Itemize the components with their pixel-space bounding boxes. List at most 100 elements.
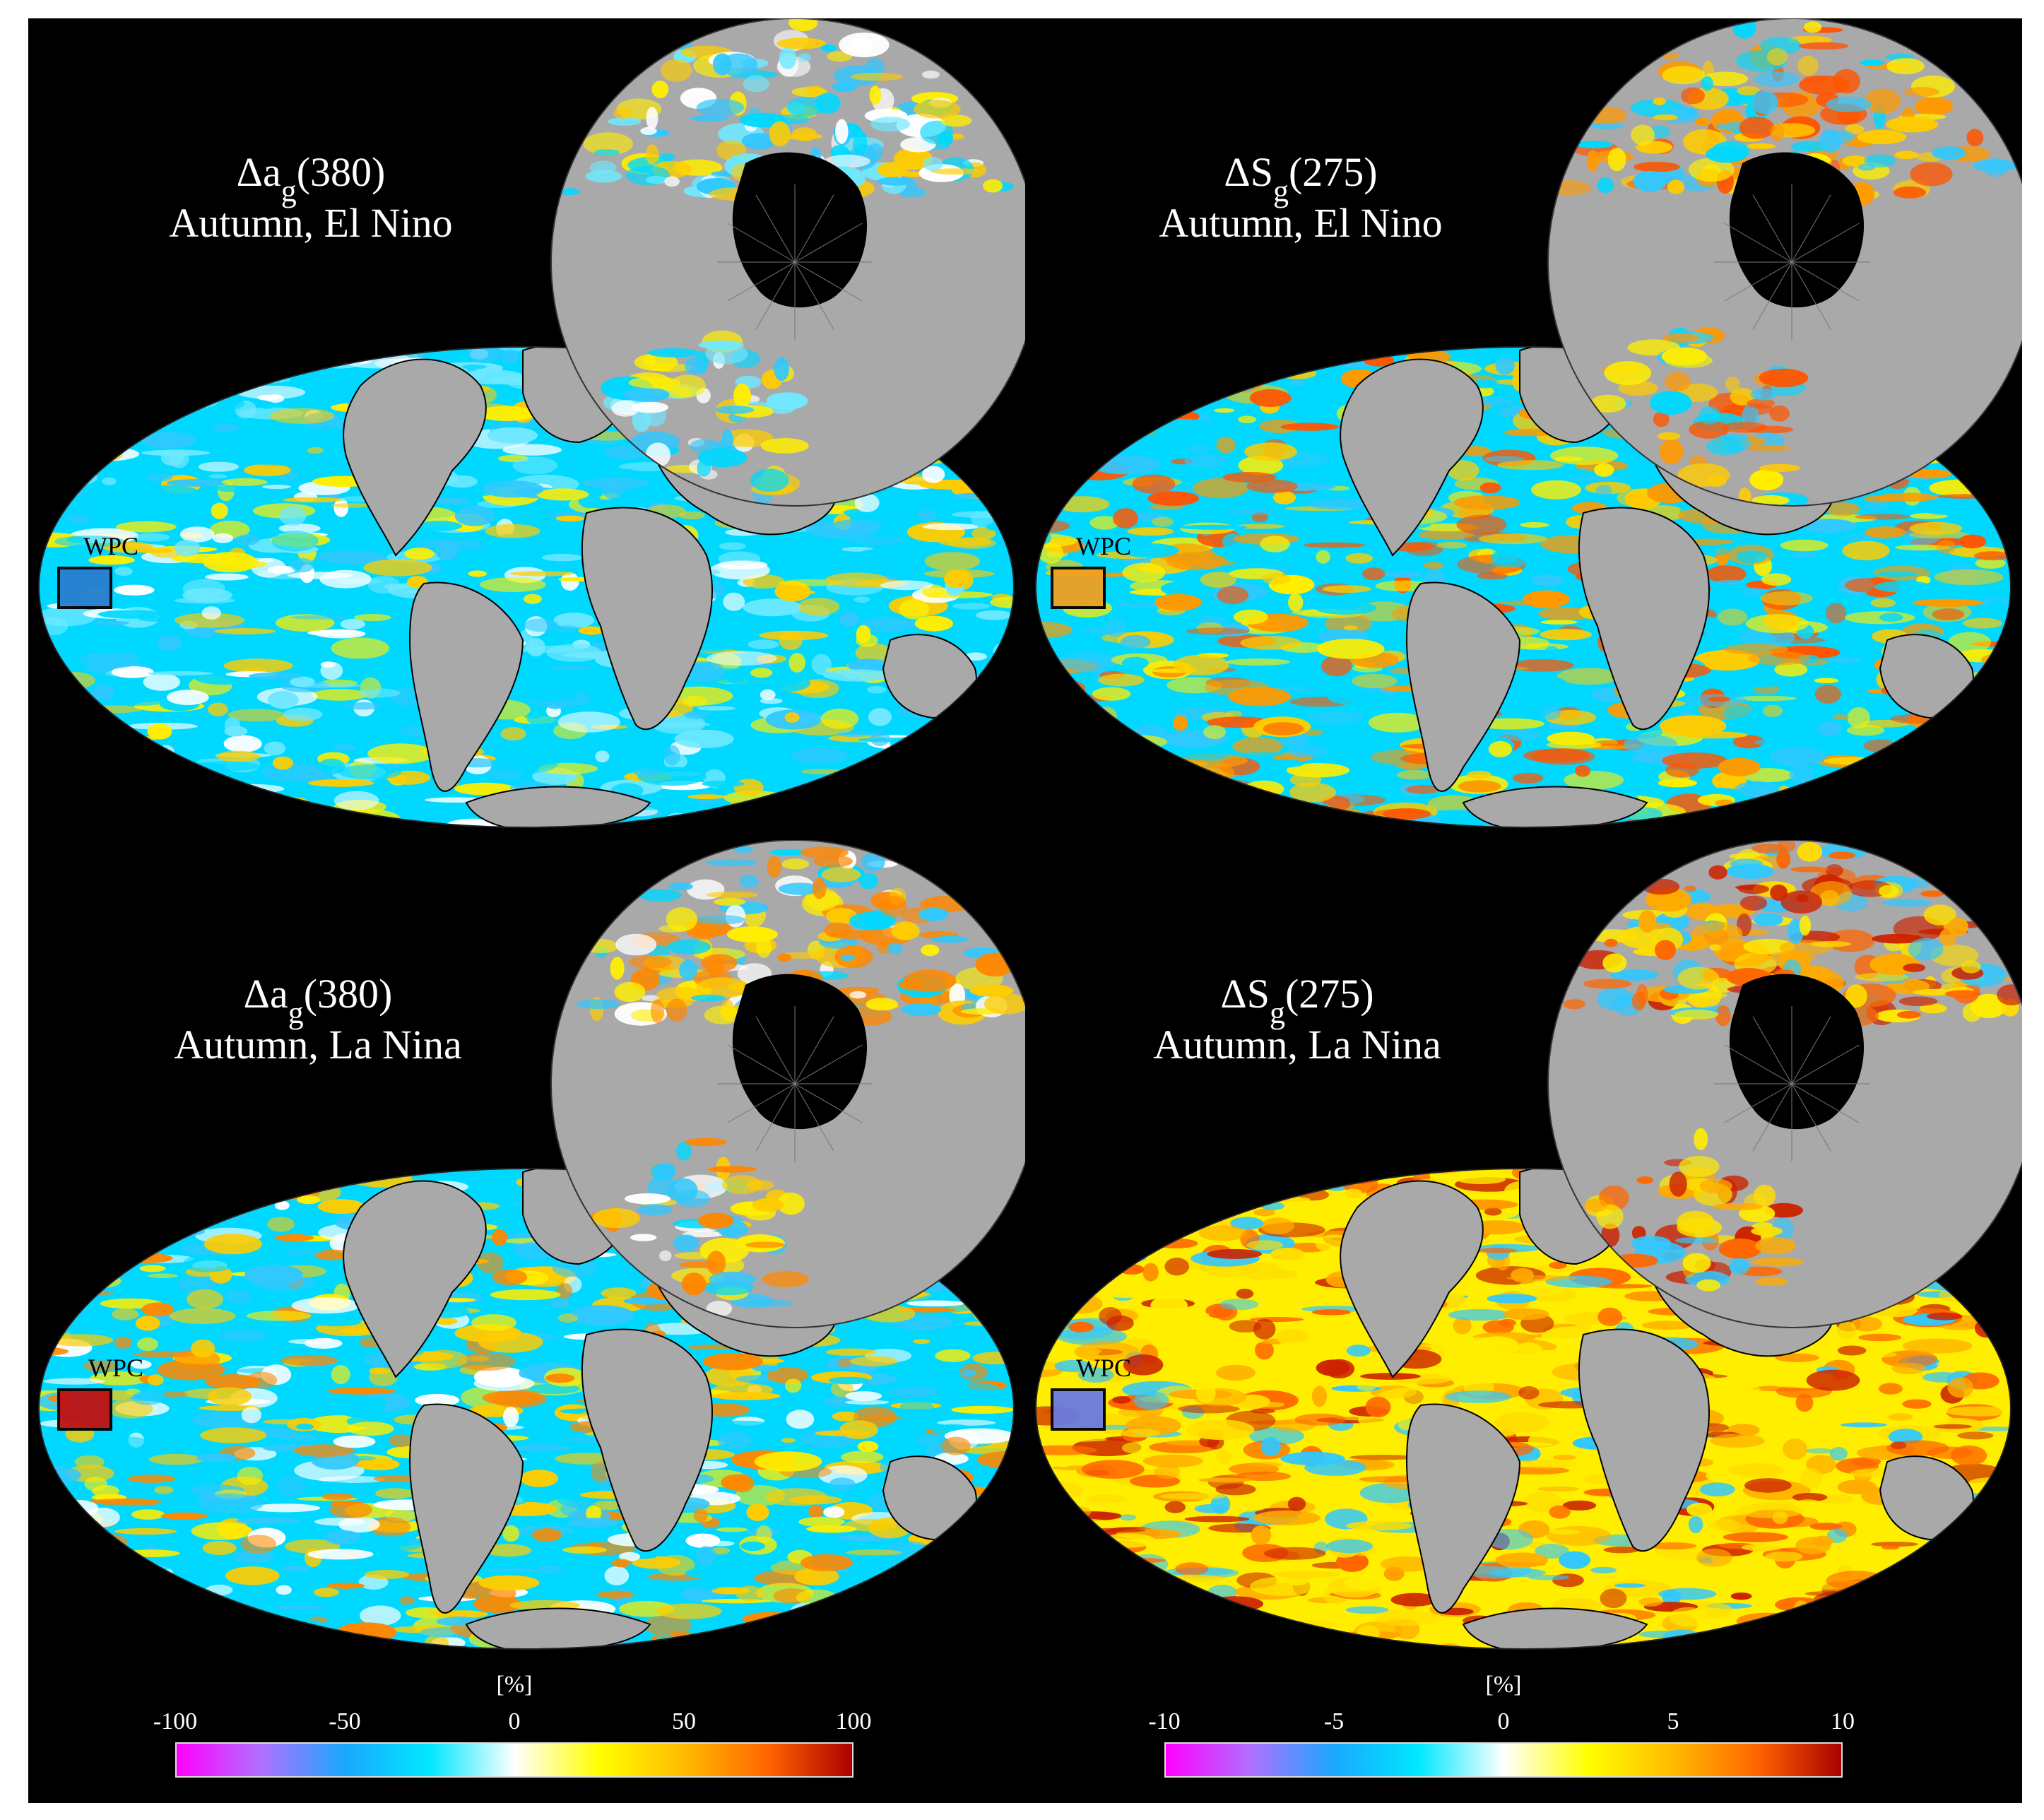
ocean-anomaly-patch (1451, 1337, 1505, 1349)
polar-ocean-patch (1739, 117, 1775, 139)
ocean-anomaly-patch (236, 1517, 302, 1525)
polar-ocean-patch (1650, 391, 1692, 415)
ocean-anomaly-patch (1800, 1468, 1823, 1489)
ocean-anomaly-patch (138, 616, 186, 622)
ocean-anomaly-patch (246, 1311, 312, 1321)
polar-ocean-patch (898, 979, 924, 991)
ocean-anomaly-patch (954, 725, 975, 738)
polar-ocean-patch (733, 383, 751, 409)
ocean-anomaly-patch (1072, 1548, 1135, 1568)
ocean-anomaly-patch (84, 1477, 107, 1491)
ocean-anomaly-patch (119, 760, 143, 767)
polar-ocean-patch (721, 429, 774, 447)
ocean-anomaly-patch (1787, 1622, 1802, 1636)
ocean-anomaly-patch (1927, 1413, 1949, 1428)
ocean-anomaly-patch (1039, 1233, 1075, 1249)
ocean-anomaly-patch (1287, 745, 1328, 758)
ocean-anomaly-patch (1286, 763, 1350, 778)
ocean-anomaly-patch (388, 1434, 413, 1448)
ocean-anomaly-patch (786, 1410, 815, 1429)
ocean-anomaly-patch (1036, 1643, 1080, 1649)
ocean-anomaly-patch (1984, 487, 2011, 500)
ocean-anomaly-patch (1278, 815, 1297, 827)
ocean-anomaly-patch (1145, 798, 1181, 819)
polar-ocean-patch (608, 117, 642, 126)
ocean-anomaly-patch (1658, 1588, 1717, 1600)
ocean-anomaly-patch (1294, 1169, 1343, 1176)
ocean-anomaly-patch (1246, 479, 1298, 493)
colorbar-tick-label: -10 (1148, 1708, 1181, 1735)
ocean-anomaly-patch (39, 358, 57, 372)
ocean-anomaly-patch (1071, 394, 1133, 410)
land-mass (1462, 786, 1648, 827)
ocean-anomaly-patch (1175, 1562, 1209, 1576)
ocean-anomaly-patch (327, 1583, 365, 1589)
ocean-anomaly-patch (1057, 651, 1118, 672)
ocean-anomaly-patch (1383, 571, 1423, 578)
ocean-anomaly-patch (1343, 625, 1359, 631)
ocean-anomaly-patch (1166, 552, 1227, 571)
ocean-anomaly-patch (39, 1222, 99, 1236)
ocean-anomaly-patch (1870, 598, 1896, 608)
polar-ocean-patch (815, 93, 841, 114)
ocean-anomaly-patch (152, 1607, 194, 1617)
ocean-anomaly-patch (1453, 1317, 1472, 1335)
ocean-anomaly-patch (553, 613, 594, 628)
ocean-anomaly-patch (1249, 1174, 1294, 1192)
ocean-anomaly-patch (1540, 620, 1578, 625)
ocean-anomaly-patch (1881, 1544, 1900, 1550)
ocean-anomaly-patch (1944, 1577, 1974, 1595)
polar-ocean-patch (777, 1192, 805, 1215)
ocean-anomaly-patch (1219, 1299, 1259, 1311)
ocean-anomaly-patch (107, 1602, 129, 1617)
ocean-anomaly-patch (98, 1645, 164, 1649)
colorbar-right: [%] -10 -5 0 5 10 (1148, 1672, 1855, 1813)
ocean-anomaly-patch (98, 610, 163, 619)
ocean-anomaly-patch (1198, 802, 1242, 809)
ocean-anomaly-patch (1215, 1450, 1231, 1464)
ocean-anomaly-patch (1043, 1561, 1095, 1580)
ocean-anomaly-patch (1852, 1615, 1908, 1633)
ocean-anomaly-patch (823, 1506, 845, 1518)
ocean-anomaly-patch (76, 1611, 106, 1616)
ocean-anomaly-patch (1971, 1259, 1992, 1273)
polar-ocean-patch (614, 981, 646, 1003)
ocean-anomaly-patch (39, 376, 79, 391)
ocean-anomaly-patch (723, 592, 745, 611)
ocean-anomaly-patch (1132, 474, 1176, 494)
map-graphic (38, 840, 1025, 1650)
ocean-anomaly-patch (1294, 1413, 1347, 1426)
ocean-anomaly-patch (40, 1639, 71, 1649)
ocean-anomaly-patch (937, 1419, 996, 1426)
ocean-anomaly-patch (1046, 1518, 1108, 1525)
ocean-anomaly-patch (290, 1635, 348, 1649)
ocean-anomaly-patch (1549, 1505, 1571, 1519)
ocean-anomaly-patch (1808, 1610, 1838, 1621)
ocean-anomaly-patch (1142, 1454, 1203, 1468)
ocean-anomaly-patch (1325, 613, 1372, 634)
land-mass (408, 581, 524, 792)
ocean-anomaly-patch (1623, 734, 1677, 755)
ocean-anomaly-patch (1876, 752, 1944, 764)
ocean-anomaly-patch (492, 1269, 528, 1286)
ocean-anomaly-patch (1144, 1193, 1178, 1198)
ocean-anomaly-patch (39, 754, 85, 767)
ocean-anomaly-patch (687, 794, 726, 799)
ocean-anomaly-patch (1967, 1477, 2011, 1490)
ocean-anomaly-patch (1922, 806, 1949, 820)
ocean-anomaly-patch (85, 762, 138, 783)
arctic-ocean-black (1729, 152, 1865, 308)
ocean-anomaly-patch (1098, 673, 1145, 687)
polar-ocean-patch (697, 448, 748, 468)
colorbar-ticks: -100 -50 0 50 100 (153, 1708, 872, 1737)
polar-ocean-patch (698, 1212, 734, 1229)
ocean-anomaly-patch (1246, 1240, 1283, 1251)
ocean-anomaly-patch (1232, 737, 1283, 755)
ocean-anomaly-patch (1860, 820, 1897, 827)
ocean-anomaly-patch (1094, 707, 1117, 726)
ocean-anomaly-patch (39, 1246, 57, 1259)
meridian-line (755, 1016, 796, 1085)
ocean-anomaly-patch (306, 347, 345, 359)
ocean-anomaly-patch (278, 524, 321, 533)
polar-ocean-patch (733, 846, 753, 853)
